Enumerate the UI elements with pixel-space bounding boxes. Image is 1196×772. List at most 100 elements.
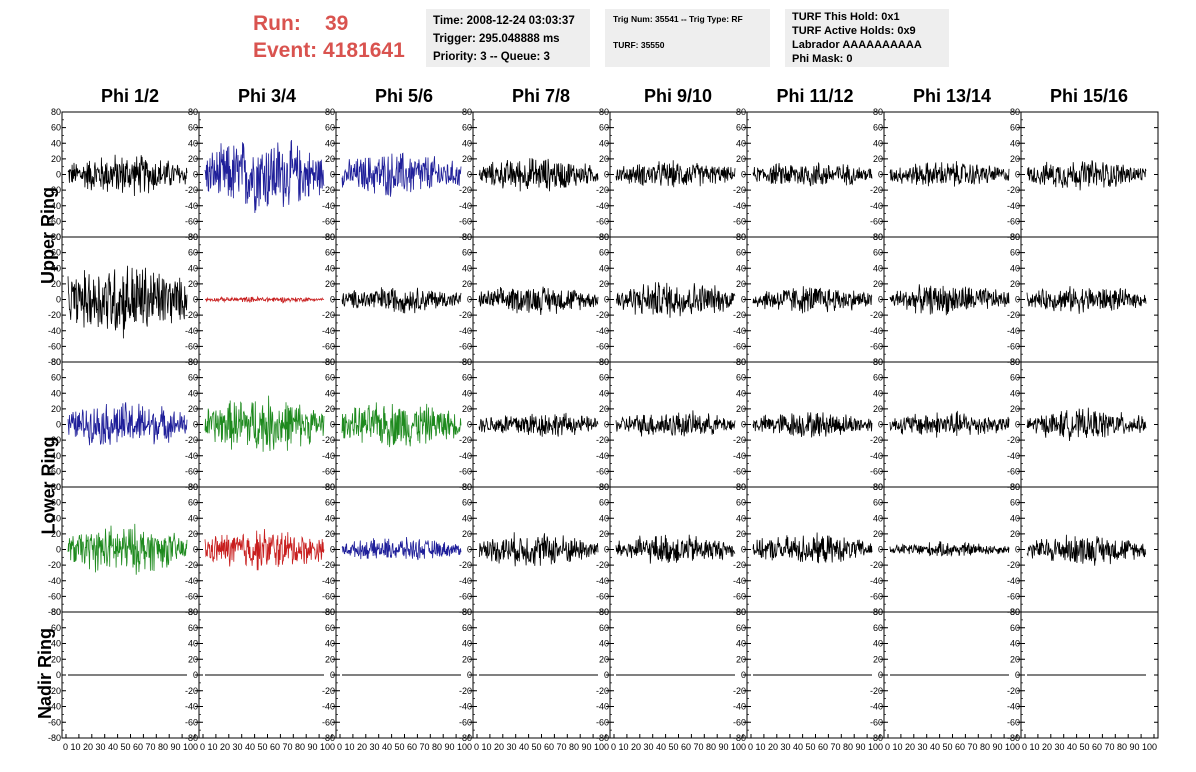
waveform-trace [341,402,462,448]
y-tick-label: 80 [325,607,335,617]
y-tick-label: 80 [51,357,61,367]
y-tick-label: 0 [467,420,472,430]
y-tick-label: 60 [51,248,61,258]
waveform-trace [1026,160,1147,191]
y-tick-label: 0 [467,295,472,305]
y-tick-label: -20 [322,310,335,320]
y-tick-label: 20 [873,654,883,664]
panel-1-0: 80 60 40 20 0 -20 -40 -60 -80 [48,232,200,367]
y-tick-label: 40 [599,639,609,649]
y-tick-label: 0 [330,670,335,680]
y-tick-label: -20 [733,686,746,696]
y-tick-label: 40 [1010,138,1020,148]
y-tick-label: 60 [188,498,198,508]
panel-4-6: 80 60 40 20 0 -20 -40 -60 -80 [870,607,1022,743]
waveform-trace [478,286,599,316]
y-tick-label: -60 [185,717,198,727]
y-tick-label: 80 [599,232,609,242]
y-tick-label: 80 [325,232,335,242]
y-tick-label: -60 [733,216,746,226]
y-tick-label: 80 [51,482,61,492]
y-tick-label: -40 [733,201,746,211]
y-tick-label: 80 [462,107,472,117]
y-tick-label: 60 [462,498,472,508]
y-tick-label: 60 [325,373,335,383]
y-tick-label: 60 [188,623,198,633]
phi-label-7: Phi 13/14 [912,86,992,106]
y-tick-label: 20 [1010,529,1020,539]
y-tick-label: -40 [48,201,61,211]
y-tick-label: 20 [736,154,746,164]
y-tick-label: -60 [185,216,198,226]
y-tick-label: -20 [459,310,472,320]
y-tick-label: -20 [459,185,472,195]
y-tick-label: 40 [51,513,61,523]
y-tick-label: -20 [1007,686,1020,696]
x-tick-labels: 0 10 20 30 40 50 60 70 80 90 100 [63,742,198,752]
y-tick-label: 40 [736,388,746,398]
y-tick-label: 20 [51,154,61,164]
y-tick-label: -40 [185,576,198,586]
y-tick-label: -40 [1007,201,1020,211]
waveform-trace [67,523,188,575]
y-tick-label: -60 [459,717,472,727]
y-tick-label: 80 [462,482,472,492]
y-tick-label: 40 [325,513,335,523]
y-tick-label: 80 [736,482,746,492]
y-tick-label: 40 [188,263,198,273]
y-tick-label: 40 [188,513,198,523]
y-tick-label: 60 [1010,498,1020,508]
y-tick-label: 60 [51,373,61,383]
y-tick-label: -60 [870,341,883,351]
y-tick-label: 80 [873,357,883,367]
labrador-text: Labrador AAAAAAAAAA [792,39,922,51]
y-tick-label: -60 [870,717,883,727]
priority-text: Priority: 3 -- Queue: 3 [433,51,550,63]
y-tick-label: 80 [1010,232,1020,242]
y-tick-label: 20 [325,529,335,539]
y-tick-label: 0 [878,295,883,305]
waveform-trace [1026,534,1147,566]
y-tick-label: 0 [330,420,335,430]
y-tick-label: -20 [48,435,61,445]
panel-4-4: 80 60 40 20 0 -20 -40 -60 -80 [596,607,748,743]
y-tick-label: -80 [48,607,61,617]
y-tick-label: 0 [193,295,198,305]
y-tick-label: 40 [736,263,746,273]
run-label: Run: [253,12,301,35]
y-tick-label: -60 [1007,466,1020,476]
y-tick-label: -60 [48,341,61,351]
y-tick-label: 80 [873,607,883,617]
y-tick-label: 60 [736,373,746,383]
y-tick-label: 20 [51,529,61,539]
y-tick-label: 20 [188,154,198,164]
event-value: 4181641 [323,39,405,62]
y-tick-label: -60 [459,591,472,601]
y-tick-label: 40 [188,388,198,398]
y-tick-label: 0 [1015,170,1020,180]
y-tick-label: 0 [193,545,198,555]
waveform-trace [889,541,1010,557]
y-tick-label: -40 [596,702,609,712]
y-tick-label: 80 [736,607,746,617]
y-tick-label: 20 [462,529,472,539]
y-tick-label: 40 [188,639,198,649]
y-tick-label: -40 [1007,451,1020,461]
y-tick-label: -40 [733,451,746,461]
y-tick-label: -20 [870,435,883,445]
y-tick-label: -60 [733,717,746,727]
waveform-trace [478,532,599,567]
y-tick-label: 0 [330,170,335,180]
panel-4-2: 80 60 40 20 0 -20 -40 -60 -80 [322,607,474,743]
y-tick-label: 40 [1010,513,1020,523]
waveform-trace [204,395,325,452]
y-tick-label: 0 [741,420,746,430]
y-tick-label: 20 [873,404,883,414]
y-tick-label: 60 [325,248,335,258]
